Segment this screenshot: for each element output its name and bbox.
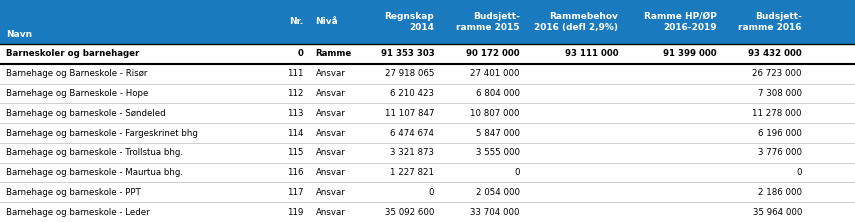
Text: 6 474 674: 6 474 674 <box>391 129 434 137</box>
Text: 7 308 000: 7 308 000 <box>758 89 802 98</box>
Text: 93 111 000: 93 111 000 <box>564 49 618 58</box>
Text: 2 186 000: 2 186 000 <box>758 188 802 197</box>
Text: Ramme: Ramme <box>315 49 351 58</box>
Text: Ansvar: Ansvar <box>315 168 345 177</box>
Text: 10 807 000: 10 807 000 <box>470 109 520 118</box>
Text: 33 704 000: 33 704 000 <box>470 208 520 217</box>
Text: Regnskap
2014: Regnskap 2014 <box>385 12 434 32</box>
Bar <box>0 44 855 64</box>
Text: Ansvar: Ansvar <box>315 89 345 98</box>
Text: 1 227 821: 1 227 821 <box>391 168 434 177</box>
Text: 26 723 000: 26 723 000 <box>752 69 802 78</box>
Text: Barnehage og barneskole - Fargeskrinet bhg: Barnehage og barneskole - Fargeskrinet b… <box>6 129 198 137</box>
Text: 6 210 423: 6 210 423 <box>391 89 434 98</box>
Text: Ansvar: Ansvar <box>315 148 345 157</box>
Text: 6 196 000: 6 196 000 <box>758 129 802 137</box>
Text: 93 432 000: 93 432 000 <box>748 49 802 58</box>
Text: 0: 0 <box>429 188 434 197</box>
Text: Barnehage og barneskole - Leder: Barnehage og barneskole - Leder <box>6 208 150 217</box>
Bar <box>0 64 855 83</box>
Text: 111: 111 <box>287 69 304 78</box>
Text: 91 353 303: 91 353 303 <box>380 49 434 58</box>
Bar <box>0 163 855 182</box>
Text: Nivå: Nivå <box>315 18 339 26</box>
Text: Ansvar: Ansvar <box>315 69 345 78</box>
Text: Ansvar: Ansvar <box>315 188 345 197</box>
Bar <box>0 83 855 103</box>
Text: 114: 114 <box>287 129 304 137</box>
Text: Barnehage og barneskole - Trollstua bhg.: Barnehage og barneskole - Trollstua bhg. <box>6 148 183 157</box>
Text: 3 555 000: 3 555 000 <box>476 148 520 157</box>
Text: 11 278 000: 11 278 000 <box>752 109 802 118</box>
Bar <box>0 202 855 222</box>
Text: Ansvar: Ansvar <box>315 129 345 137</box>
Text: Nr.: Nr. <box>289 18 304 26</box>
Text: Barnehage og Barneskole - Hope: Barnehage og Barneskole - Hope <box>6 89 149 98</box>
Text: 90 172 000: 90 172 000 <box>466 49 520 58</box>
Text: 0: 0 <box>298 49 304 58</box>
Bar <box>0 182 855 202</box>
Text: Barneskoler og barnehager: Barneskoler og barnehager <box>6 49 139 58</box>
Bar <box>0 0 855 44</box>
Text: Ansvar: Ansvar <box>315 208 345 217</box>
Text: Barnehage og barneskole - Maurtua bhg.: Barnehage og barneskole - Maurtua bhg. <box>6 168 183 177</box>
Text: 2 054 000: 2 054 000 <box>476 188 520 197</box>
Text: Ramme HP/ØP
2016-2019: Ramme HP/ØP 2016-2019 <box>644 12 716 32</box>
Text: 3 321 873: 3 321 873 <box>391 148 434 157</box>
Text: 112: 112 <box>287 89 304 98</box>
Text: 3 776 000: 3 776 000 <box>758 148 802 157</box>
Text: 11 107 847: 11 107 847 <box>385 109 434 118</box>
Text: 6 804 000: 6 804 000 <box>476 89 520 98</box>
Text: Navn: Navn <box>6 30 32 39</box>
Text: Barnehage og barneskole - PPT: Barnehage og barneskole - PPT <box>6 188 141 197</box>
Text: 116: 116 <box>287 168 304 177</box>
Text: Rammebehov
2016 (defl 2,9%): Rammebehov 2016 (defl 2,9%) <box>534 12 618 32</box>
Text: 35 092 600: 35 092 600 <box>385 208 434 217</box>
Text: 0: 0 <box>515 168 520 177</box>
Text: 5 847 000: 5 847 000 <box>476 129 520 137</box>
Text: Barnehage og Barneskole - Risør: Barnehage og Barneskole - Risør <box>6 69 147 78</box>
Text: 27 401 000: 27 401 000 <box>470 69 520 78</box>
Text: 91 399 000: 91 399 000 <box>663 49 716 58</box>
Text: Budsjett-
ramme 2015: Budsjett- ramme 2015 <box>457 12 520 32</box>
Text: 27 918 065: 27 918 065 <box>385 69 434 78</box>
Text: Barnehage og barneskole - Søndeled: Barnehage og barneskole - Søndeled <box>6 109 166 118</box>
Bar <box>0 123 855 143</box>
Bar <box>0 103 855 123</box>
Text: Ansvar: Ansvar <box>315 109 345 118</box>
Text: 119: 119 <box>287 208 304 217</box>
Text: 115: 115 <box>287 148 304 157</box>
Text: 113: 113 <box>287 109 304 118</box>
Text: 117: 117 <box>287 188 304 197</box>
Text: 35 964 000: 35 964 000 <box>752 208 802 217</box>
Bar <box>0 143 855 163</box>
Text: Budsjett-
ramme 2016: Budsjett- ramme 2016 <box>739 12 802 32</box>
Text: 0: 0 <box>797 168 802 177</box>
